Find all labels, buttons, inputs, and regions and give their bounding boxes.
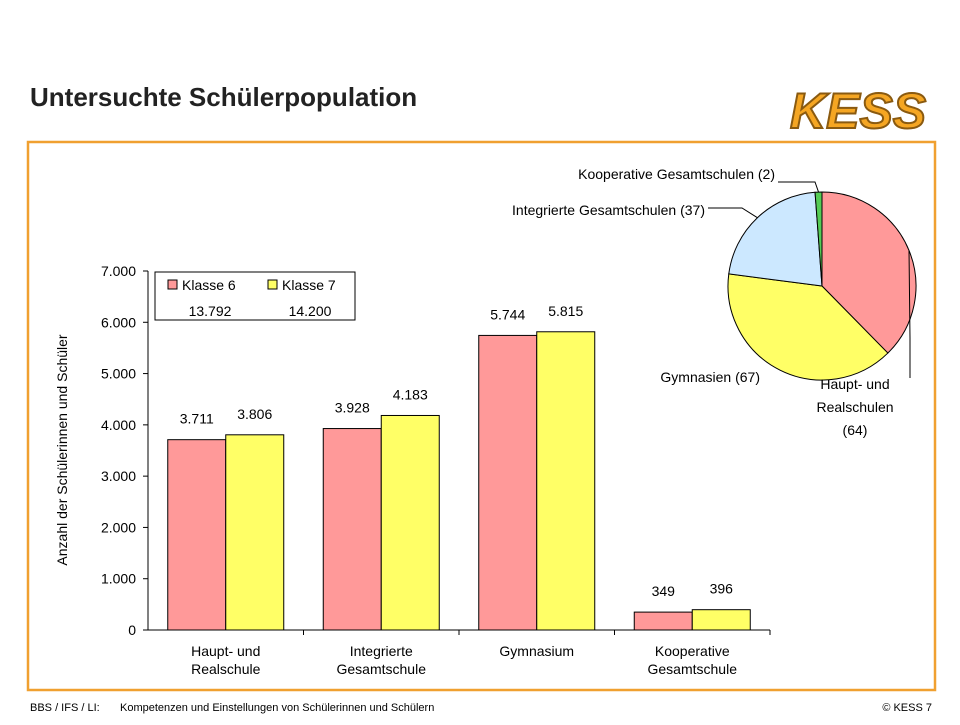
legend-total: 14.200 bbox=[289, 303, 332, 319]
bar bbox=[633, 611, 693, 631]
y-axis-label: Anzahl der Schülerinnen und Schüler bbox=[54, 334, 70, 565]
pie-label: Gymnasien (67) bbox=[660, 369, 760, 385]
x-tick-label: Integrierte Gesamtschule bbox=[337, 643, 427, 677]
legend-box bbox=[154, 271, 356, 321]
y-tick-label: 3.000 bbox=[101, 468, 136, 484]
y-tick-label: 0 bbox=[128, 622, 136, 638]
bar bbox=[478, 334, 538, 631]
legend-total: 13.792 bbox=[189, 303, 232, 319]
value-label: 5.815 bbox=[548, 303, 583, 319]
pie-label: Integrierte Gesamtschulen (37) bbox=[512, 202, 705, 218]
pie-label: Kooperative Gesamtschulen (2) bbox=[578, 166, 775, 182]
value-label: 349 bbox=[652, 583, 676, 599]
logo: KESS bbox=[790, 83, 926, 139]
pie-slice bbox=[727, 273, 889, 381]
y-tick-label: 1.000 bbox=[101, 571, 136, 587]
y-tick-label: 4.000 bbox=[101, 417, 136, 433]
footer-center: Kompetenzen und Einstellungen von Schüle… bbox=[120, 702, 434, 714]
pie-slice bbox=[814, 191, 823, 287]
leader-line bbox=[778, 181, 819, 193]
y-tick-label: 5.000 bbox=[101, 366, 136, 382]
bar bbox=[167, 439, 227, 631]
value-label: 3.806 bbox=[237, 406, 272, 422]
x-tick-label: Haupt- und Realschule bbox=[191, 643, 260, 677]
legend-label: Klasse 7 bbox=[282, 277, 336, 293]
y-tick-label: 7.000 bbox=[101, 263, 136, 279]
bar bbox=[536, 331, 596, 631]
value-label: 3.928 bbox=[335, 400, 370, 416]
value-label: 4.183 bbox=[393, 386, 428, 402]
bar bbox=[225, 434, 285, 631]
pie-slice bbox=[821, 191, 917, 354]
footer-left: BBS / IFS / LI: bbox=[30, 702, 100, 714]
value-label: 396 bbox=[710, 581, 734, 597]
value-label: 3.711 bbox=[180, 411, 214, 427]
legend-label: Klasse 6 bbox=[182, 277, 236, 293]
legend-swatch bbox=[267, 279, 278, 290]
y-tick-label: 2.000 bbox=[101, 519, 136, 535]
bar bbox=[380, 414, 440, 631]
slide-title: Untersuchte Schülerpopulation bbox=[30, 82, 417, 112]
value-label: 5.744 bbox=[490, 306, 525, 322]
leader-line bbox=[908, 250, 911, 378]
legend-swatch bbox=[167, 279, 178, 290]
bar bbox=[322, 428, 382, 631]
pie-label: Haupt- und Realschulen (64) bbox=[816, 376, 893, 438]
leader-line bbox=[708, 207, 758, 219]
x-tick-label: Kooperative Gesamtschule bbox=[648, 643, 738, 677]
bar bbox=[691, 609, 751, 631]
x-tick-label: Gymnasium bbox=[499, 643, 574, 659]
footer-right: © KESS 7 bbox=[882, 702, 932, 714]
frame bbox=[26, 140, 937, 692]
y-tick-label: 6.000 bbox=[101, 314, 136, 330]
